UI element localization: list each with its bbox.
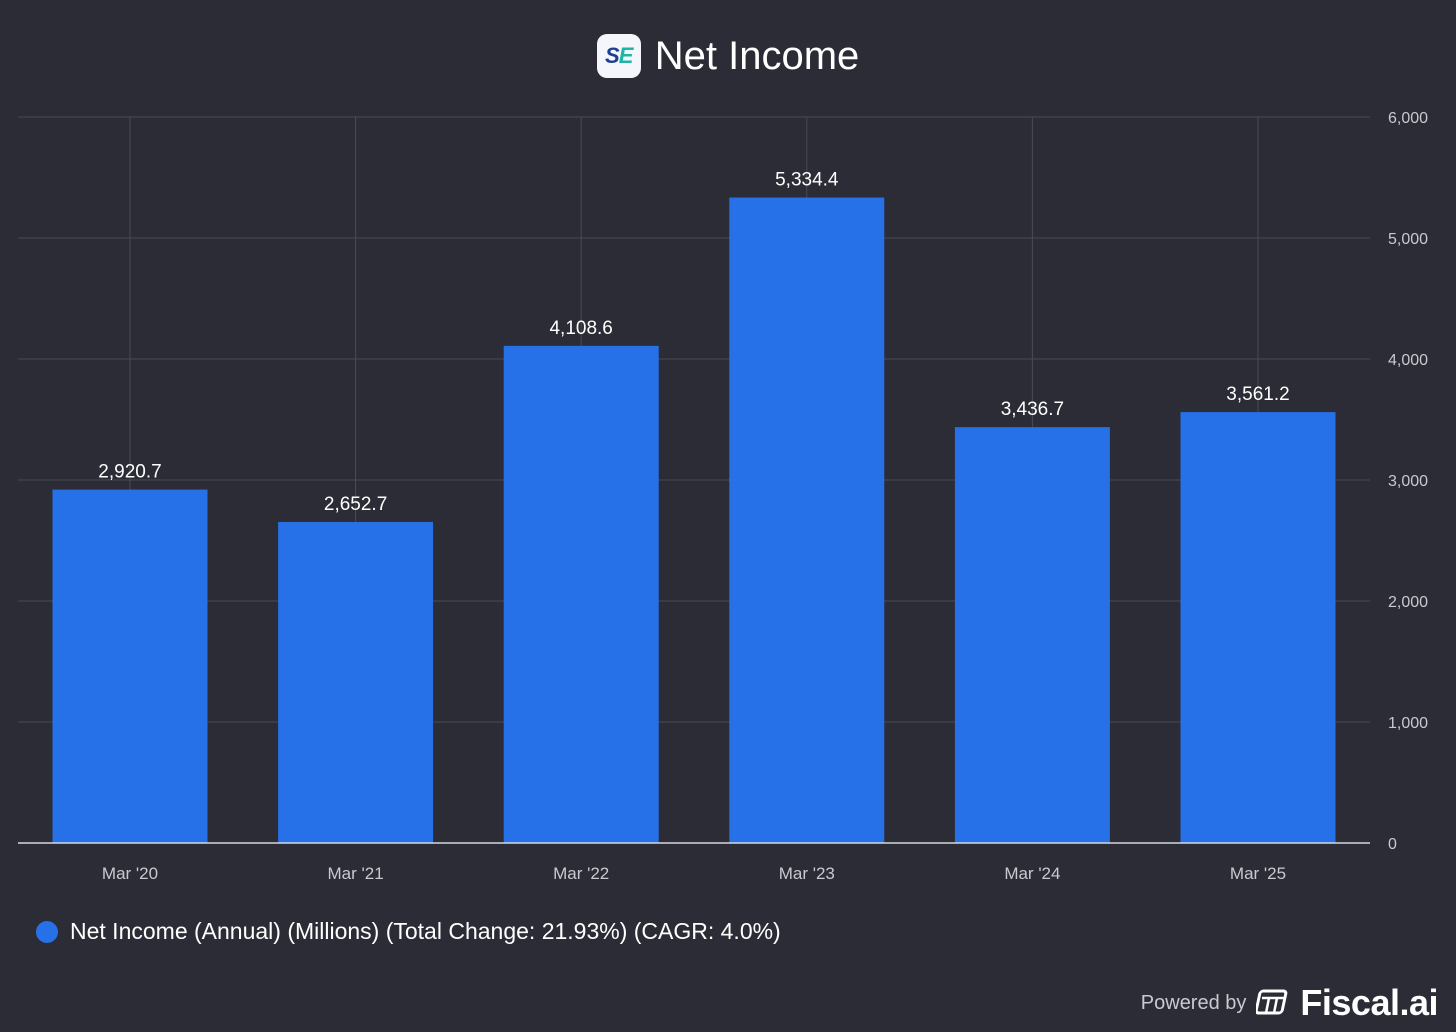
x-tick-label: Mar '21	[328, 864, 384, 883]
x-tick-label: Mar '24	[1004, 864, 1060, 883]
legend[interactable]: Net Income (Annual) (Millions) (Total Ch…	[36, 918, 781, 945]
data-label: 3,561.2	[1226, 384, 1289, 405]
logo-letter-s: S	[605, 43, 620, 68]
bar[interactable]	[954, 427, 1110, 843]
y-tick-label: 2,000	[1388, 594, 1428, 611]
x-tick-label: Mar '22	[553, 864, 609, 883]
fiscal-ai-icon	[1256, 989, 1288, 1015]
footer: Powered by Fiscal.ai	[1140, 982, 1439, 1024]
x-tick-label: Mar '25	[1230, 864, 1286, 883]
data-label: 5,334.4	[775, 170, 839, 191]
legend-label: Net Income (Annual) (Millions) (Total Ch…	[70, 918, 781, 944]
y-tick-label: 0	[1388, 836, 1397, 853]
y-tick-label: 6,000	[1388, 110, 1428, 127]
y-tick-label: 5,000	[1388, 231, 1428, 248]
x-tick-label: Mar '23	[779, 864, 835, 883]
bar[interactable]	[503, 345, 659, 843]
data-label: 2,652.7	[324, 494, 387, 515]
bar[interactable]	[278, 522, 434, 843]
bar[interactable]	[1180, 412, 1336, 843]
y-tick-label: 1,000	[1388, 715, 1428, 732]
bar-chart: 0 1,000 2,000 3,000 4,000 5,000 6,000 2,920.7 Ma…	[18, 110, 1428, 883]
y-tick-label: 4,000	[1388, 352, 1428, 369]
y-tick-label: 3,000	[1388, 473, 1428, 490]
bar[interactable]	[52, 489, 208, 843]
data-label: 3,436.7	[1001, 399, 1064, 420]
chart-title: Net Income	[654, 33, 860, 78]
logo-letter-e: E	[618, 43, 634, 68]
powered-by-text: Powered by	[1140, 991, 1247, 1014]
data-label: 2,920.7	[98, 462, 161, 483]
bar[interactable]	[729, 197, 885, 843]
data-label: 4,108.6	[549, 318, 612, 339]
legend-dot	[36, 920, 58, 943]
x-tick-label: Mar '20	[102, 864, 158, 883]
fiscal-ai-brand: Fiscal.ai	[1300, 982, 1438, 1023]
